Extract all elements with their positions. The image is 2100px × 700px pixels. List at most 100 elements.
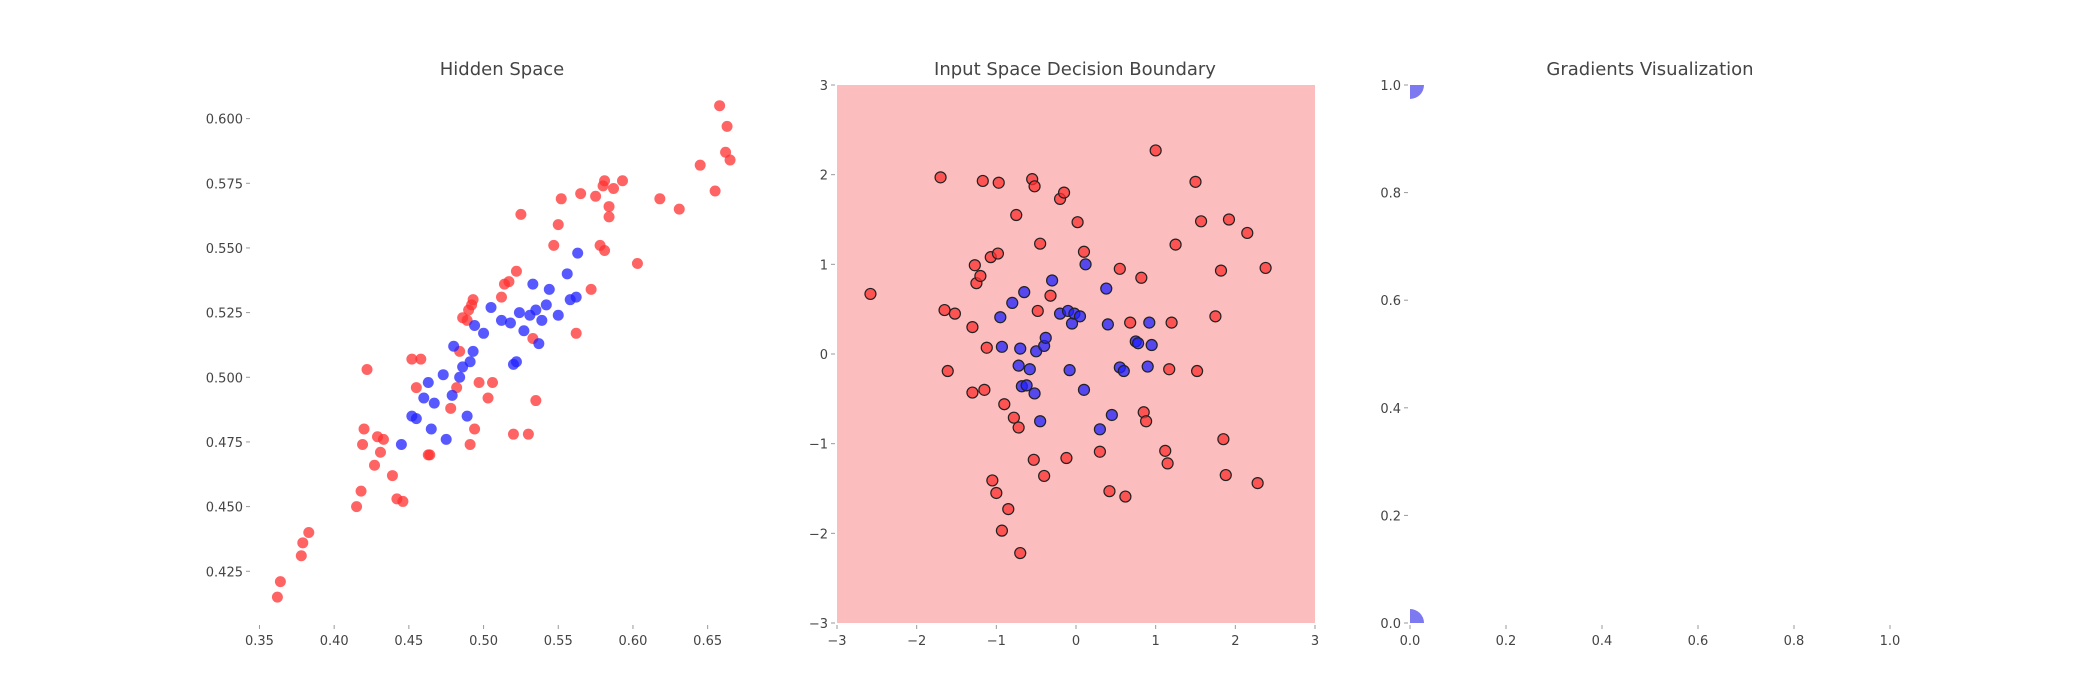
data-point: [561, 268, 573, 280]
x-tick-label: 0.50: [469, 634, 498, 649]
data-point: [995, 524, 1009, 537]
data-point: [1119, 490, 1132, 503]
y-tick-label: 0.8: [1380, 187, 1401, 202]
data-point: [1222, 213, 1236, 226]
data-point: [461, 410, 473, 422]
data-point: [271, 591, 283, 603]
x-tick-label: 0.2: [1496, 634, 1517, 649]
data-point: [1045, 274, 1059, 287]
data-point: [495, 314, 507, 326]
data-point: [1410, 85, 1424, 99]
data-point: [1190, 364, 1204, 378]
data-point: [1101, 318, 1114, 331]
y-tick-label: 1.0: [1380, 79, 1401, 94]
y-tick-label: 0.500: [206, 371, 243, 386]
data-point: [533, 338, 545, 350]
data-point: [297, 537, 309, 549]
data-point: [1073, 310, 1087, 323]
data-point: [599, 245, 611, 257]
x-tick-label: 0.35: [245, 634, 274, 649]
data-point: [1194, 215, 1208, 228]
data-point: [507, 428, 519, 440]
data-point: [1124, 316, 1137, 329]
data-point: [1034, 237, 1047, 250]
gradients-title: Gradients Visualization: [1546, 59, 1753, 80]
y-tick-label: −2: [809, 527, 828, 542]
data-point: [503, 276, 515, 288]
data-point: [1010, 208, 1023, 222]
data-point: [980, 341, 993, 354]
data-point: [968, 259, 981, 272]
data-point: [1113, 262, 1126, 275]
data-point: [1012, 359, 1025, 372]
data-point: [536, 314, 548, 326]
data-point: [994, 311, 1007, 324]
data-point: [654, 193, 666, 205]
x-tick-label: −2: [907, 634, 926, 649]
data-point: [616, 175, 628, 187]
data-point: [422, 376, 434, 388]
input-space-points: [864, 144, 1272, 560]
data-point: [590, 190, 602, 202]
data-point: [992, 176, 1005, 189]
data-point: [513, 307, 525, 319]
data-point: [395, 439, 407, 451]
data-point: [1141, 360, 1154, 373]
y-tick-label: 0.550: [206, 242, 243, 257]
data-point: [1063, 364, 1076, 377]
data-point: [1105, 408, 1118, 422]
data-point: [1209, 310, 1222, 323]
y-tick-label: 0.0: [1380, 617, 1401, 632]
data-point: [1028, 387, 1041, 400]
data-point: [1161, 457, 1174, 470]
data-point: [369, 459, 381, 471]
data-point: [1014, 546, 1027, 560]
data-point: [974, 269, 987, 283]
data-point: [518, 325, 530, 337]
input-space-x-axis: −3 −2 −1 0 1 2 3: [827, 625, 1319, 649]
data-point: [1410, 609, 1424, 623]
data-point: [397, 495, 409, 507]
data-point: [361, 364, 373, 376]
gradients-points: [1410, 85, 1424, 623]
x-tick-label: 3: [1311, 634, 1319, 649]
data-point: [303, 526, 315, 538]
data-point: [467, 294, 479, 306]
data-point: [724, 154, 736, 166]
data-point: [437, 369, 449, 381]
data-point: [555, 193, 567, 205]
x-tick-label: −3: [827, 634, 846, 649]
x-tick-label: 2: [1231, 634, 1239, 649]
x-tick-label: 0.4: [1592, 634, 1613, 649]
data-point: [374, 446, 386, 458]
data-point: [673, 203, 685, 215]
data-point: [1189, 175, 1202, 188]
data-point: [552, 219, 564, 231]
data-point: [585, 283, 597, 295]
data-point: [540, 299, 552, 311]
data-point: [1165, 316, 1178, 329]
x-tick-label: 0.45: [394, 634, 423, 649]
y-tick-label: 3: [820, 79, 828, 94]
y-tick-label: 0.575: [206, 177, 243, 192]
y-tick-label: 0.600: [206, 113, 243, 128]
data-point: [424, 449, 436, 461]
data-point: [1259, 261, 1272, 275]
data-point: [1135, 271, 1148, 284]
data-point: [454, 371, 466, 383]
hidden-space-y-axis: 0.425 0.450 0.475 0.500 0.525 0.550 0.575 0.600: [206, 113, 250, 580]
data-point: [295, 550, 307, 562]
data-point: [552, 309, 564, 321]
data-point: [351, 501, 363, 513]
data-point: [1012, 421, 1025, 434]
data-point: [1251, 477, 1264, 490]
y-tick-label: 0: [820, 348, 828, 363]
data-point: [991, 247, 1005, 260]
data-point: [986, 474, 999, 487]
data-point: [631, 257, 643, 269]
data-point: [1038, 469, 1051, 483]
data-point: [1060, 451, 1073, 465]
data-point: [990, 486, 1003, 500]
x-tick-label: 0.40: [320, 634, 349, 649]
data-point: [694, 159, 706, 171]
